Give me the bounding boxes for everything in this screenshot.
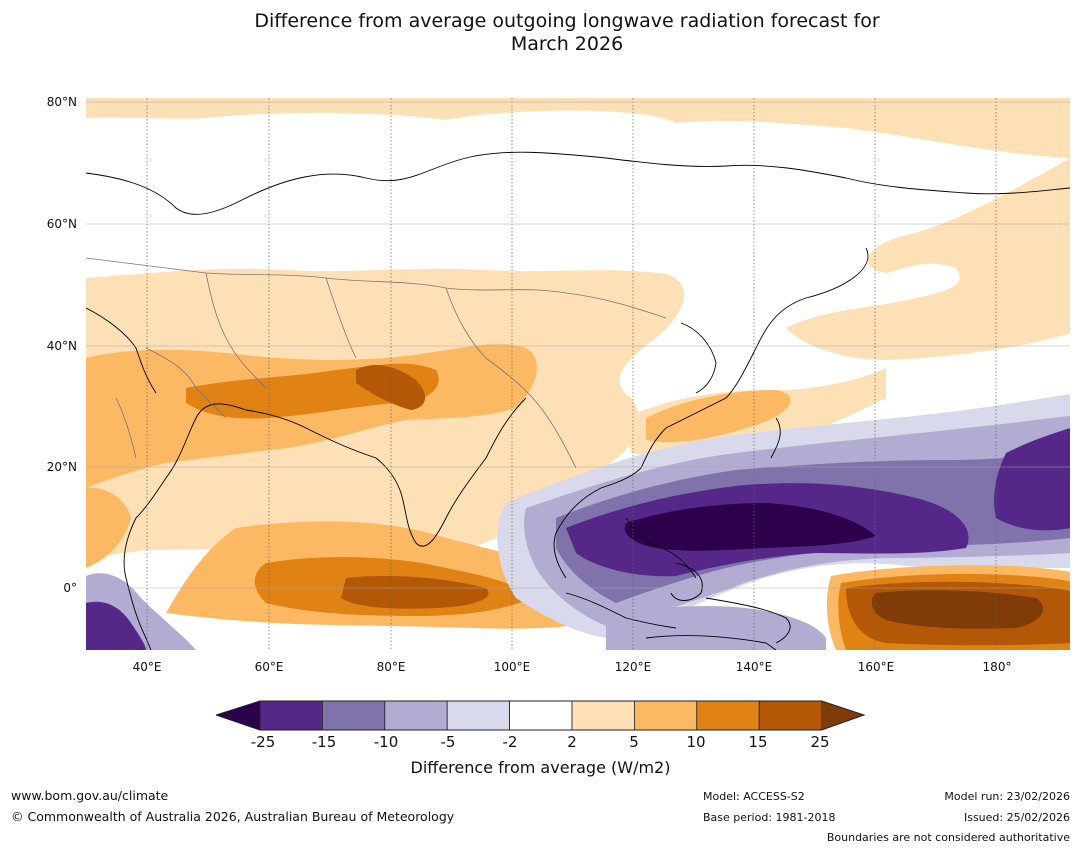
colorbar-swatch-9 bbox=[758, 700, 823, 731]
lon-label-180: 180° bbox=[982, 660, 1012, 674]
lon-label-160e: 160°E bbox=[857, 660, 895, 674]
boundaries-disclaimer: Boundaries are not considered authoritat… bbox=[826, 831, 1070, 844]
copyright-notice: © Commonwealth of Australia 2026, Austra… bbox=[11, 809, 455, 824]
colorbar-tick-10: 25 bbox=[810, 733, 830, 751]
colorbar-swatch-1 bbox=[259, 700, 323, 731]
lon-label-40e: 40°E bbox=[132, 660, 162, 674]
anomaly-region-pacific-east-purple bbox=[994, 428, 1070, 531]
colorbar-tick-6: 2 bbox=[567, 733, 577, 751]
title-line-2: March 2026 bbox=[510, 33, 624, 55]
meridians bbox=[146, 98, 997, 650]
colorbar-label: Difference from average (W/m2) bbox=[410, 758, 671, 777]
model-run-date: Model run: 23/02/2026 bbox=[944, 790, 1070, 803]
olr-anomaly-map bbox=[86, 98, 1070, 650]
lat-label-40n: 40°N bbox=[46, 339, 77, 353]
anomaly-region-north-pacific bbox=[786, 158, 1070, 360]
colorbar bbox=[214, 700, 866, 736]
lat-label-80n: 80°N bbox=[46, 95, 77, 109]
anomaly-region-tibet-core bbox=[356, 365, 426, 410]
colorbar-swatch-8 bbox=[696, 700, 760, 731]
colorbar-swatch-7 bbox=[633, 700, 698, 731]
colorbar-swatch-over bbox=[821, 701, 864, 730]
lon-label-140e: 140°E bbox=[735, 660, 773, 674]
colorbar-tick-1: -25 bbox=[250, 733, 276, 751]
colorbar-tick-9: 15 bbox=[748, 733, 768, 751]
coastlines bbox=[86, 151, 1070, 650]
colorbar-swatch-under bbox=[216, 701, 260, 730]
issued-date: Issued: 25/02/2026 bbox=[963, 811, 1070, 824]
colorbar-tick-4: -5 bbox=[440, 733, 456, 751]
colorbar-swatch-6 bbox=[571, 700, 635, 731]
lon-label-100e: 100°E bbox=[493, 660, 531, 674]
colorbar-tick-7: 5 bbox=[629, 733, 639, 751]
country-borders bbox=[86, 257, 667, 469]
base-period: Base period: 1981-2018 bbox=[703, 811, 836, 824]
colorbar-svg bbox=[214, 700, 866, 731]
colorbar-outline bbox=[214, 700, 866, 731]
colorbar-swatch-2 bbox=[322, 700, 386, 731]
anomaly-region-arctic bbox=[86, 98, 1070, 158]
lat-label-60n: 60°N bbox=[46, 217, 77, 231]
chart-title: Difference from average outgoing longwav… bbox=[0, 10, 1081, 56]
lat-label-equator: 0° bbox=[63, 581, 77, 595]
parallels bbox=[86, 101, 1070, 589]
anomaly-region-arabia bbox=[86, 487, 131, 568]
colorbar-swatch-3 bbox=[384, 700, 448, 731]
anomaly-region-north-australia bbox=[606, 606, 826, 650]
lon-label-120e: 120°E bbox=[614, 660, 652, 674]
map-svg bbox=[86, 98, 1070, 650]
lat-label-20n: 20°N bbox=[46, 460, 77, 474]
model-name: Model: ACCESS-S2 bbox=[703, 790, 805, 803]
anomaly-region-indian-ocean-core bbox=[341, 576, 489, 609]
website-link[interactable]: www.bom.gov.au/climate bbox=[11, 788, 169, 803]
colorbar-tick-3: -10 bbox=[373, 733, 399, 751]
lon-label-60e: 60°E bbox=[254, 660, 284, 674]
colorbar-swatch-4 bbox=[446, 700, 510, 731]
colorbar-swatch-5 bbox=[509, 700, 573, 731]
anomaly-region-east-africa-strong bbox=[86, 601, 146, 650]
colorbar-tick-8: 10 bbox=[686, 733, 706, 751]
lon-label-80e: 80°E bbox=[376, 660, 406, 674]
colorbar-tick-2: -15 bbox=[311, 733, 337, 751]
anomaly-region-pacific-extreme bbox=[624, 503, 876, 551]
title-line-1: Difference from average outgoing longwav… bbox=[254, 10, 880, 32]
colorbar-tick-5: -2 bbox=[502, 733, 518, 751]
anomaly-region-central-pacific-core bbox=[871, 590, 1044, 629]
